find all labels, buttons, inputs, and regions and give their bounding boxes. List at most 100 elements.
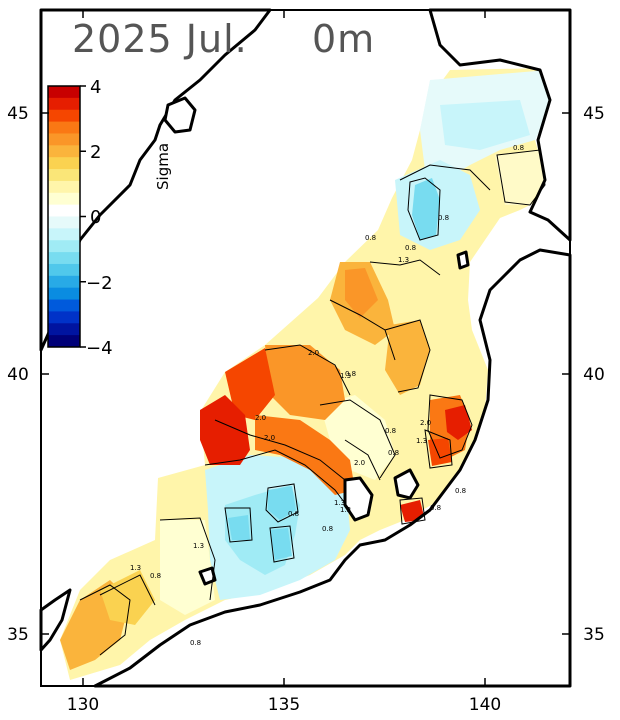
land-hokkaido xyxy=(428,8,572,242)
axis-ticks xyxy=(41,10,570,686)
contour-label: 2.0 xyxy=(255,414,266,422)
contour-label: 0.8 xyxy=(405,244,416,252)
contour-line xyxy=(214,419,346,481)
colorbar-swatch xyxy=(48,204,80,217)
colorbar-swatch xyxy=(48,287,80,301)
field-warm-d xyxy=(255,415,355,495)
contour-label: 0.8 xyxy=(322,525,333,533)
contour-label: 1.3 xyxy=(398,256,409,264)
field-warm-c xyxy=(385,320,430,395)
contour-label: 2.0 xyxy=(264,434,275,442)
contour-label: 0.8 xyxy=(365,234,376,242)
colorbar-swatch xyxy=(48,169,80,182)
land-sado xyxy=(393,468,420,500)
field-hot-b xyxy=(200,395,250,465)
land-noto xyxy=(343,476,374,522)
contour-label: 1.3 xyxy=(340,372,351,380)
contour-label: 0.8 xyxy=(345,370,356,378)
contour-label: 0.8 xyxy=(513,144,524,152)
colorbar-swatch xyxy=(48,275,80,289)
field-cool-spot-b xyxy=(268,486,296,520)
field-pale-west xyxy=(160,520,215,615)
colorbar-swatch xyxy=(48,97,80,111)
contour-line xyxy=(427,394,473,459)
contour-label: 0.8 xyxy=(455,487,466,495)
field-cool-northeast xyxy=(440,100,530,150)
field-hot-e xyxy=(400,500,425,522)
contour-line xyxy=(159,517,216,601)
contour-line xyxy=(319,399,396,479)
land-korea xyxy=(39,588,72,652)
contour-line xyxy=(496,149,546,206)
colorbar-swatch xyxy=(48,180,80,194)
field-hot-d xyxy=(428,438,452,466)
colorbar-swatch xyxy=(48,323,80,336)
contour-label: 1.3 xyxy=(340,506,351,514)
colorbar-swatch xyxy=(48,145,80,158)
contour-line xyxy=(399,164,491,191)
contour-label: 0.8 xyxy=(438,214,449,222)
contour-line xyxy=(79,584,131,656)
lon-tick-label: 135 xyxy=(268,695,300,715)
colorbar-swatch xyxy=(48,157,80,170)
colorbar-swatch xyxy=(48,252,80,265)
lat-tick-label: 40 xyxy=(7,365,29,385)
colorbar-tick-label: 4 xyxy=(90,77,101,98)
contour-line xyxy=(269,525,295,563)
contour-line xyxy=(329,299,396,361)
colorbar-tick-label: 0 xyxy=(90,207,101,228)
colorbar-swatch xyxy=(48,133,80,146)
contour-label: 1.3 xyxy=(416,437,427,445)
contour-label: 0.8 xyxy=(388,449,399,457)
colorbar-tick-label: 2 xyxy=(90,142,101,163)
contour-line xyxy=(424,429,453,469)
lon-tick-label: 130 xyxy=(67,695,99,715)
contour-label: 1.3 xyxy=(193,542,204,550)
field-pale-central xyxy=(320,395,395,480)
colorbar-swatch xyxy=(48,263,80,277)
contour-lines xyxy=(79,149,546,656)
map-title-depth: 0m xyxy=(312,17,375,61)
colorbar-swatch xyxy=(48,86,80,99)
colorbar-swatch xyxy=(48,192,80,206)
lat-tick-label: 45 xyxy=(7,104,29,124)
land-okushiri xyxy=(456,250,470,270)
contour-line xyxy=(384,319,431,393)
colorbar-swatch xyxy=(48,228,80,241)
field-cool-spot-a xyxy=(228,515,250,540)
contour-label: 2.0 xyxy=(420,419,431,427)
contour-line xyxy=(204,449,351,511)
field-warm-southwest-b xyxy=(100,570,155,625)
lat-tick-label: 40 xyxy=(583,365,605,385)
colorbar-unit-label: Sigma xyxy=(154,143,172,190)
field-warm-northeast xyxy=(495,150,545,205)
contour-label: 0.8 xyxy=(430,504,441,512)
field-cool-spot-c xyxy=(270,528,292,560)
colorbar-swatch xyxy=(48,109,80,123)
contour-label: 1.3 xyxy=(334,499,345,507)
colorbar xyxy=(47,85,86,348)
colorbar-swatch xyxy=(48,299,80,312)
colorbar-swatch xyxy=(48,240,80,253)
contour-line xyxy=(407,177,441,241)
lat-tick-label: 35 xyxy=(583,625,605,645)
colorbar-swatch xyxy=(48,216,80,229)
land-oki xyxy=(198,566,217,586)
contour-label: 0.8 xyxy=(150,572,161,580)
contour-line xyxy=(344,439,381,481)
contour-line xyxy=(99,574,156,606)
contour-line xyxy=(369,259,441,276)
colorbar-swatch xyxy=(48,121,80,134)
field-warm-a-core xyxy=(345,268,378,318)
lat-tick-label: 35 xyxy=(7,625,29,645)
contour-label: 2.0 xyxy=(308,349,319,357)
contour-line xyxy=(399,497,426,525)
contour-label: 1.3 xyxy=(130,564,141,572)
lat-tick-label: 45 xyxy=(583,104,605,124)
colorbar-tick-label: −4 xyxy=(86,338,113,359)
colorbar-swatch xyxy=(48,311,80,324)
contour-label: 0.8 xyxy=(288,510,299,518)
contour-line xyxy=(224,507,253,543)
contour-label: 0.8 xyxy=(190,639,201,647)
